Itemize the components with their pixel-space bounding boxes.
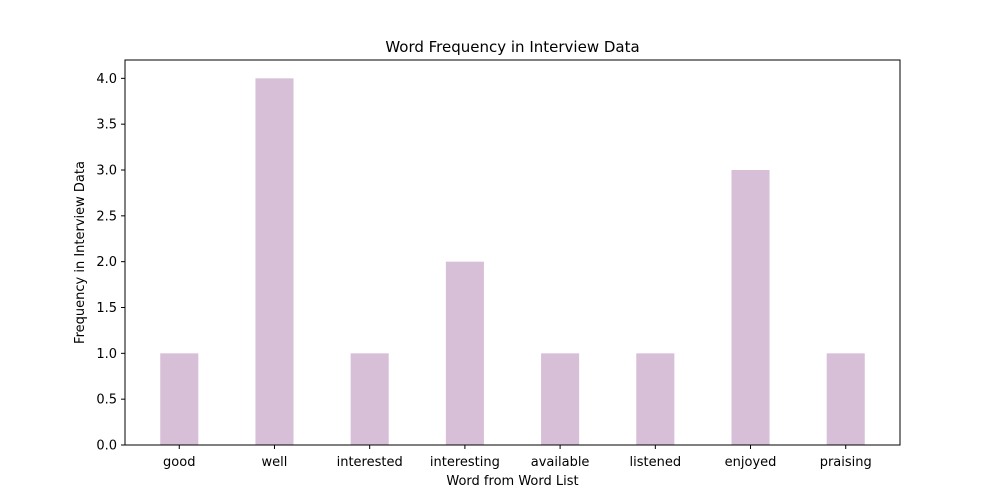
x-tick-label: well (262, 455, 288, 470)
y-tick-label: 1.5 (96, 301, 117, 316)
bars-layer (160, 78, 865, 445)
bar-well (255, 78, 294, 445)
bar-listened (636, 353, 675, 445)
bar-interesting (445, 261, 484, 445)
y-tick-label: 2.5 (96, 209, 117, 224)
y-tick-label: 2.0 (96, 255, 117, 270)
x-tick-label: listened (630, 455, 682, 470)
y-tick-label: 4.0 (96, 72, 117, 87)
x-tick-label: good (163, 455, 195, 470)
y-tick-label: 3.0 (96, 164, 117, 179)
y-tick-label: 1.0 (96, 347, 117, 362)
x-tick-label: enjoyed (725, 455, 777, 470)
y-tick-label: 0.0 (96, 439, 117, 454)
bar-available (541, 353, 580, 445)
bar-enjoyed (731, 170, 770, 445)
x-axis-label: Word from Word List (446, 474, 578, 489)
plot-frame (124, 59, 901, 446)
x-tick-label: interested (337, 455, 403, 470)
y-tick-label: 3.5 (96, 118, 117, 133)
bar-praising (826, 353, 865, 445)
y-tick-label: 0.5 (96, 393, 117, 408)
x-tick-label: interesting (430, 455, 500, 470)
y-axis: 0.0 0.5 1.0 1.5 2.0 2.5 3.0 3.5 4.0 (96, 72, 125, 454)
chart-title: Word Frequency in Interview Data (385, 38, 639, 56)
y-axis-label: Frequency in Interview Data (73, 161, 88, 344)
x-axis: good well interested interesting available li… (163, 445, 872, 470)
bar-interested (350, 353, 389, 445)
x-tick-label: available (531, 455, 590, 470)
x-tick-label: praising (820, 455, 872, 470)
bar-good (160, 353, 199, 445)
